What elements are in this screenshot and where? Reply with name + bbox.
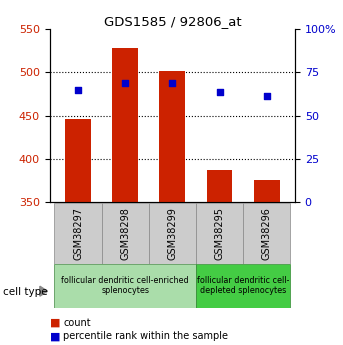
Text: GSM38295: GSM38295 — [214, 207, 225, 260]
Point — [170, 80, 175, 86]
Bar — [254, 180, 280, 202]
Text: GSM38299: GSM38299 — [167, 207, 177, 260]
Text: follicular dendritic cell-enriched
splenocytes: follicular dendritic cell-enriched splen… — [61, 276, 189, 295]
Polygon shape — [40, 286, 48, 296]
Point — [75, 87, 81, 92]
Point — [122, 80, 128, 86]
Point — [264, 93, 270, 99]
FancyBboxPatch shape — [55, 203, 102, 264]
FancyBboxPatch shape — [243, 203, 290, 264]
Text: ■: ■ — [50, 318, 60, 327]
Bar — [206, 170, 233, 202]
Text: GSM38297: GSM38297 — [73, 207, 83, 260]
FancyBboxPatch shape — [149, 203, 196, 264]
Bar — [159, 71, 185, 202]
Bar — [112, 48, 138, 202]
Title: GDS1585 / 92806_at: GDS1585 / 92806_at — [104, 15, 241, 28]
Text: GSM38298: GSM38298 — [120, 207, 130, 260]
FancyBboxPatch shape — [55, 264, 196, 308]
Text: count: count — [63, 318, 91, 327]
Point — [217, 89, 222, 95]
Text: cell type: cell type — [3, 287, 48, 296]
FancyBboxPatch shape — [102, 203, 149, 264]
FancyBboxPatch shape — [196, 264, 290, 308]
Text: follicular dendritic cell-
depleted splenocytes: follicular dendritic cell- depleted sple… — [197, 276, 289, 295]
Text: ■: ■ — [50, 332, 60, 341]
FancyBboxPatch shape — [196, 203, 243, 264]
Text: GSM38296: GSM38296 — [262, 207, 272, 260]
Bar — [65, 119, 91, 202]
Text: percentile rank within the sample: percentile rank within the sample — [63, 332, 228, 341]
